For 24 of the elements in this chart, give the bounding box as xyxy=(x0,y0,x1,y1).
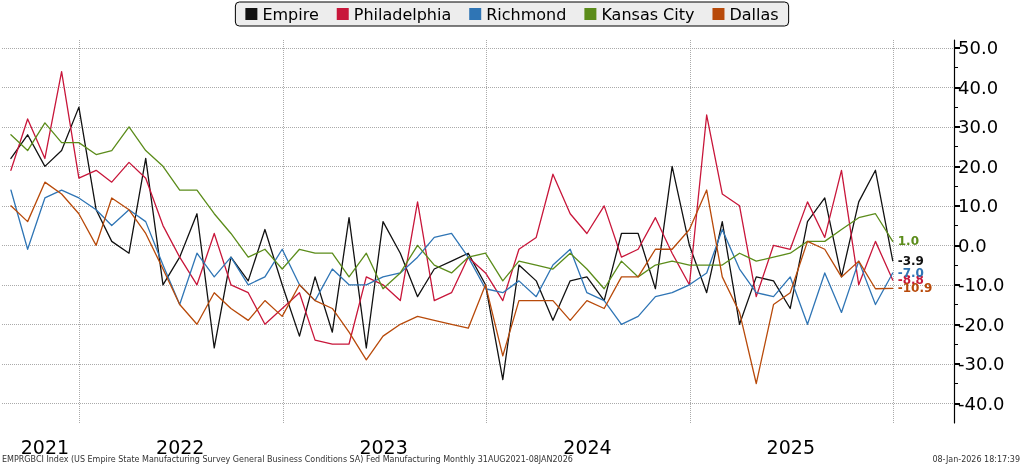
line-series xyxy=(10,122,894,290)
legend-label: Richmond xyxy=(486,4,567,24)
line-series xyxy=(10,106,894,381)
line-series xyxy=(10,181,894,385)
y-tick-label: -30.0 xyxy=(958,353,1005,375)
legend-label: Dallas xyxy=(729,4,779,24)
legend-label: Empire xyxy=(262,4,319,24)
y-tick-label: 10.0 xyxy=(958,195,999,217)
data-label: -3.9 xyxy=(897,253,924,268)
y-tick-label: 30.0 xyxy=(958,116,999,138)
text: 08-Jan-2026 18:17:39 xyxy=(932,454,1020,464)
y-tick-label: -10.0 xyxy=(958,274,1005,296)
line-series xyxy=(10,189,894,325)
y-tick-label: -20.0 xyxy=(958,313,1005,335)
line-series xyxy=(10,70,894,345)
y-tick-label: -40.0 xyxy=(958,392,1005,414)
y-tick-label: 20.0 xyxy=(958,155,999,177)
legend-label: Kansas City xyxy=(601,4,695,24)
legend-label: Philadelphia xyxy=(353,4,452,24)
y-tick-label: 50.0 xyxy=(958,37,999,59)
y-tick-label: 0.0 xyxy=(958,234,987,256)
data-label: 1.0 xyxy=(897,234,919,249)
y-tick-label: 40.0 xyxy=(958,76,999,98)
x-tick-label: 2025 xyxy=(766,435,815,458)
